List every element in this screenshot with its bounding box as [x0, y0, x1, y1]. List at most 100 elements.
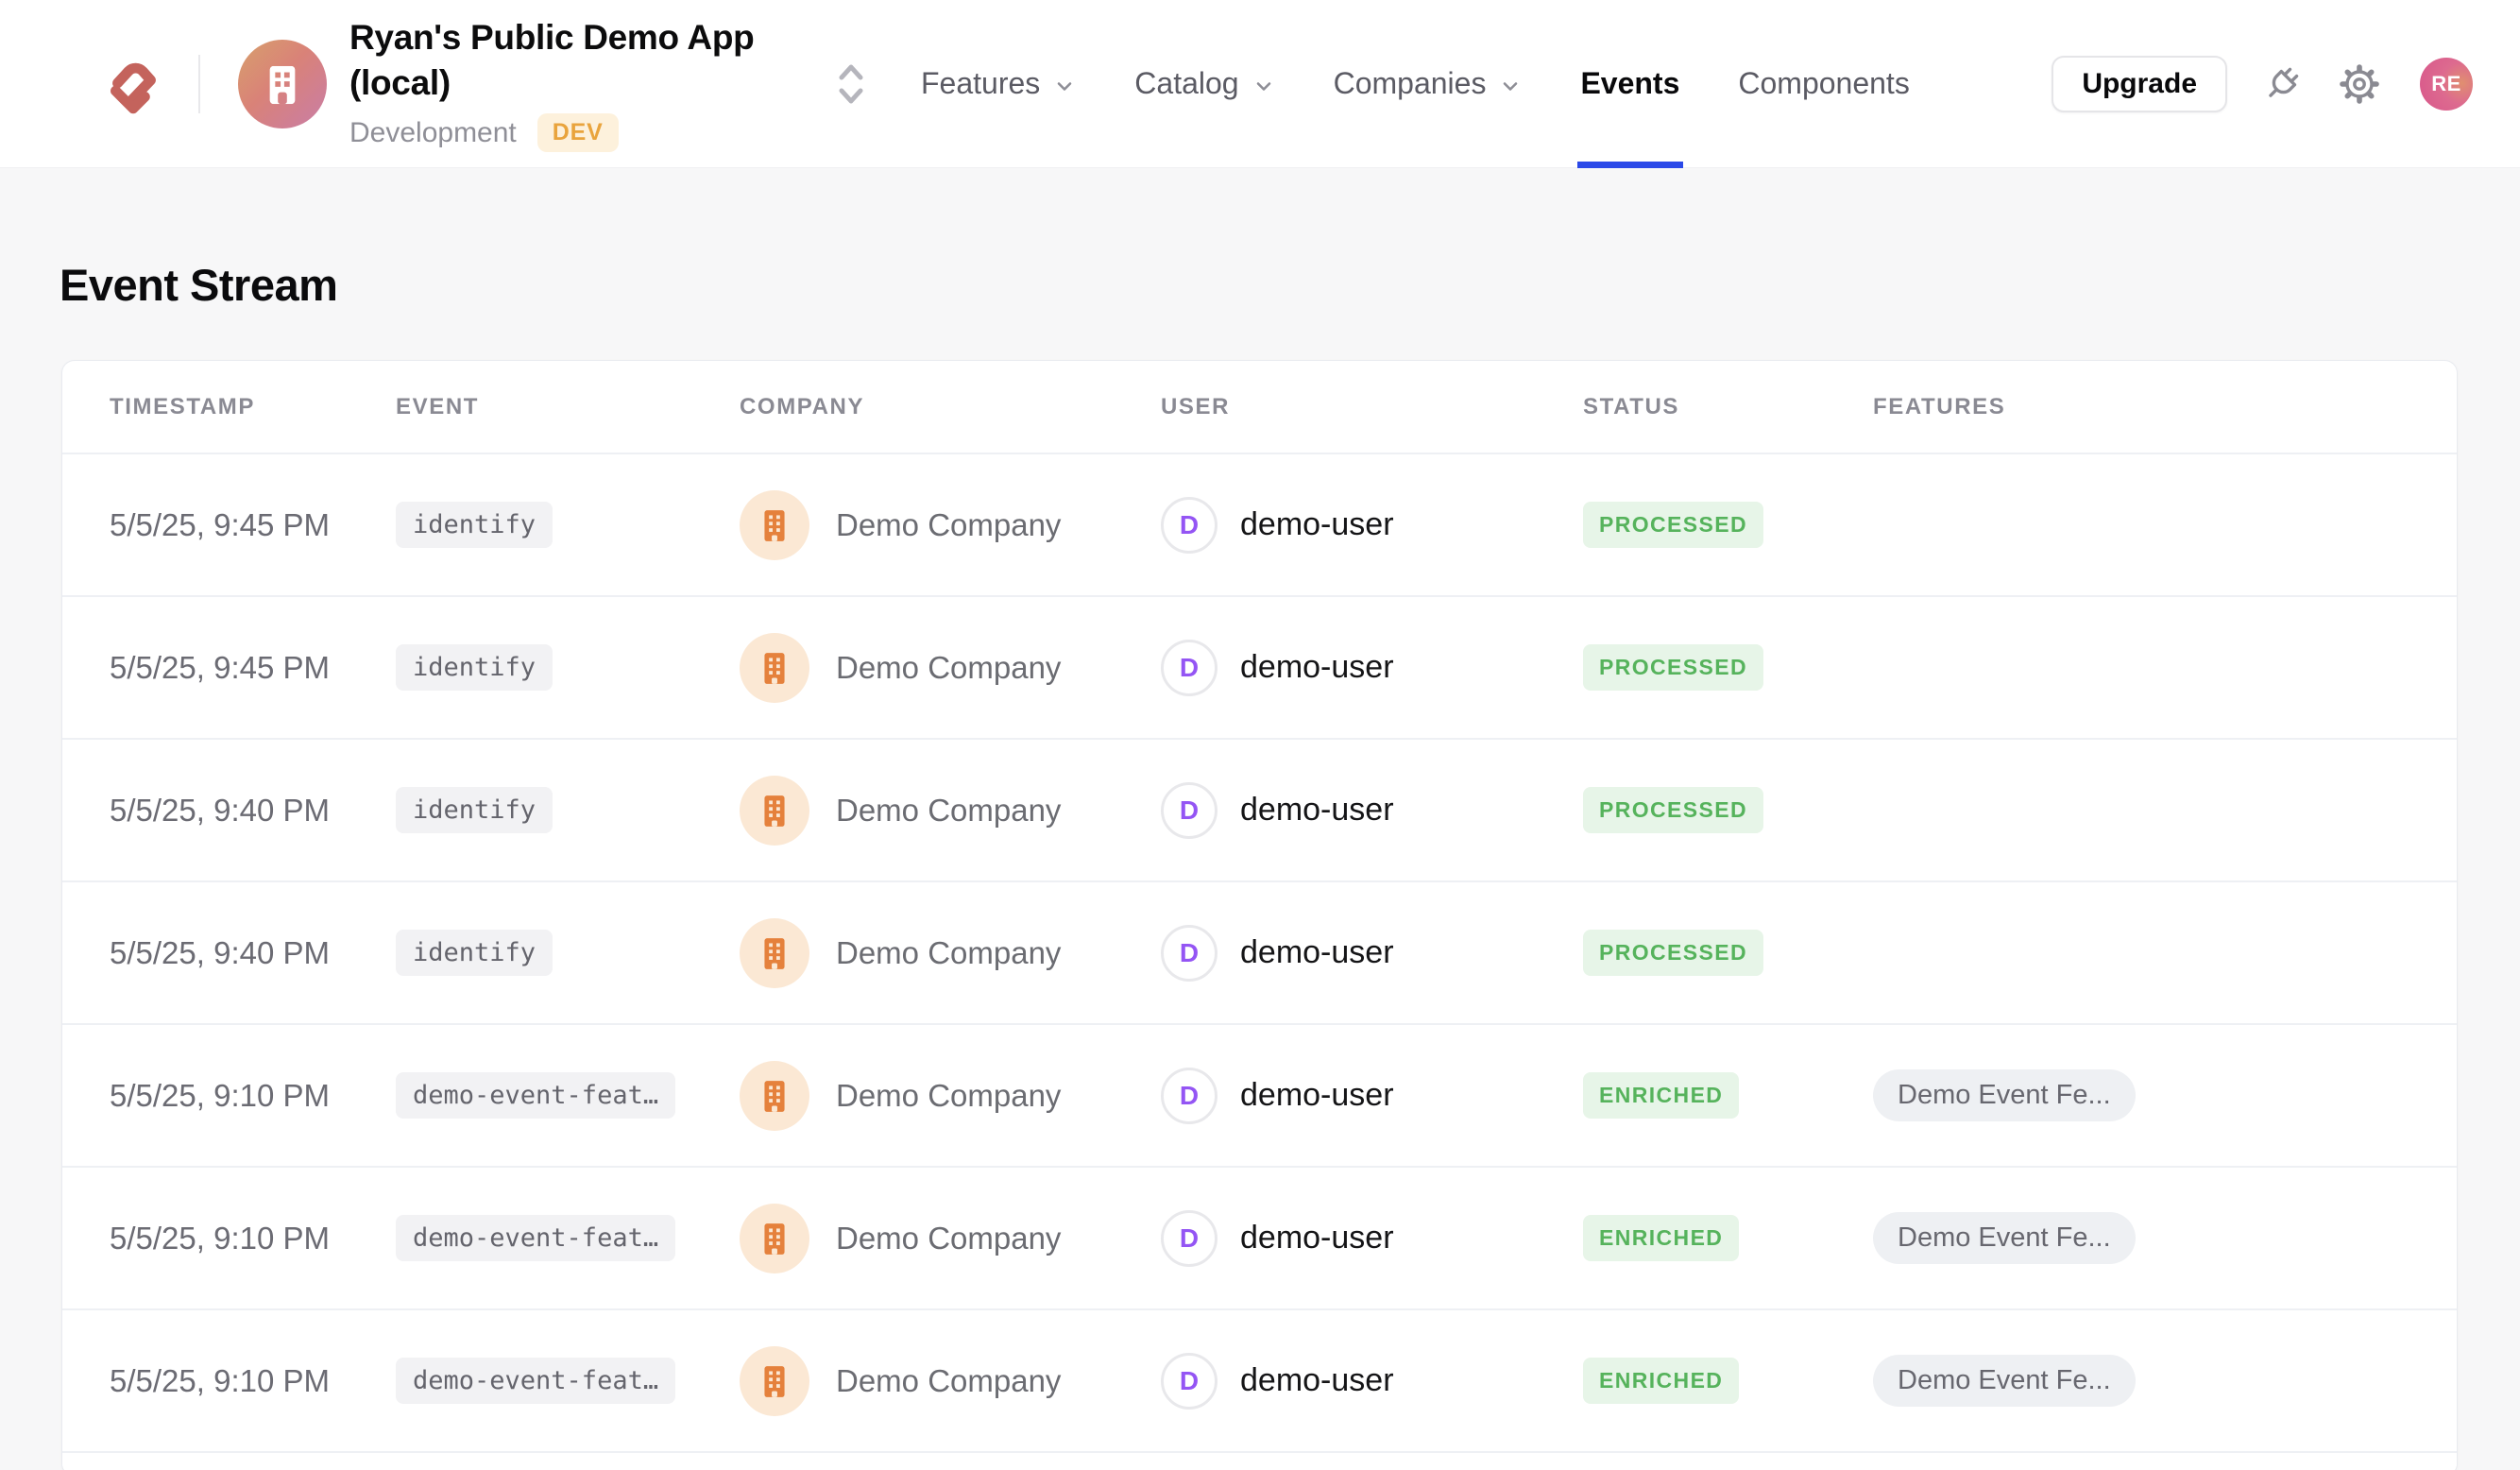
table-header-row: TIMESTAMP EVENT COMPANY USER STATUS FEAT… — [62, 361, 2457, 453]
company-building-icon — [740, 1060, 809, 1131]
event-timestamp: 5/5/25, 9:40 PM — [110, 934, 330, 970]
company-cell[interactable]: Demo Company — [740, 632, 1161, 703]
feature-badge[interactable]: Demo Event Fe... — [1873, 1355, 2136, 1407]
company-building-icon — [740, 489, 809, 560]
column-header-company: COMPANY — [740, 393, 865, 419]
user-avatar: D — [1161, 1209, 1217, 1267]
primary-nav: Features Catalog Companies Events Compon… — [921, 0, 1968, 168]
nav-item-features[interactable]: Features — [921, 0, 1076, 168]
app-avatar — [238, 39, 327, 128]
company-cell[interactable]: Demo Company — [740, 1203, 1161, 1273]
column-header-features: FEATURES — [1873, 393, 2006, 419]
table-row[interactable]: 5/5/25, 9:10 PM demo-event-feat… Demo Co… — [62, 1308, 2457, 1451]
nav-item-catalog[interactable]: Catalog — [1134, 0, 1274, 168]
company-cell[interactable]: Demo Company — [740, 917, 1161, 988]
user-avatar: D — [1161, 781, 1217, 839]
company-building-icon — [740, 775, 809, 846]
table-row[interactable]: 5/5/25, 9:10 PM demo-event-feat… Demo Co… — [62, 1023, 2457, 1166]
schematic-logo-icon[interactable] — [102, 53, 164, 115]
company-cell[interactable]: Demo Company — [740, 489, 1161, 560]
user-cell[interactable]: D demo-user — [1161, 1352, 1583, 1410]
column-header-event: EVENT — [396, 393, 480, 419]
app-switcher-icon[interactable] — [836, 59, 866, 110]
user-name: demo-user — [1240, 1220, 1394, 1256]
company-cell[interactable]: Demo Company — [740, 1345, 1161, 1416]
user-avatar-initial: D — [1179, 795, 1200, 825]
plug-icon[interactable] — [2259, 61, 2305, 107]
status-badge: ENRICHED — [1583, 1072, 1740, 1119]
user-cell[interactable]: D demo-user — [1161, 639, 1583, 696]
user-avatar-initial: D — [1179, 1080, 1200, 1110]
column-header-user: USER — [1161, 393, 1231, 419]
nav-item-components[interactable]: Components — [1738, 66, 1910, 100]
top-navigation-bar: Ryan's Public Demo App (local) Developme… — [0, 0, 2520, 168]
event-stream-table: TIMESTAMP EVENT COMPANY USER STATUS FEAT… — [61, 360, 2458, 1470]
header-divider — [198, 54, 200, 113]
status-badge: PROCESSED — [1583, 644, 1764, 691]
user-cell[interactable]: D demo-user — [1161, 1209, 1583, 1267]
header-actions: Upgrade — [2052, 55, 2473, 112]
user-avatar-initial: D — [1179, 652, 1200, 682]
chevron-down-icon — [1057, 81, 1072, 91]
user-avatar-initial: D — [1179, 1222, 1200, 1253]
table-row[interactable]: 5/5/25, 9:40 PM identify Demo Company D … — [62, 738, 2457, 880]
user-cell[interactable]: D demo-user — [1161, 496, 1583, 554]
event-timestamp: 5/5/25, 9:40 PM — [110, 792, 330, 828]
user-name: demo-user — [1240, 792, 1394, 828]
environment-badge: DEV — [536, 113, 619, 152]
event-name-badge: identify — [396, 502, 553, 548]
gear-icon[interactable] — [2337, 61, 2382, 107]
app-title: Ryan's Public Demo App (local) — [349, 18, 755, 102]
company-name: Demo Company — [836, 1220, 1062, 1256]
company-name: Demo Company — [836, 1077, 1062, 1113]
user-avatar: D — [1161, 1352, 1217, 1410]
event-name-badge: identify — [396, 930, 553, 976]
table-row[interactable]: 5/5/25, 9:45 PM identify Demo Company D … — [62, 453, 2457, 595]
user-cell[interactable]: D demo-user — [1161, 781, 1583, 839]
user-avatar-initial: D — [1179, 937, 1200, 967]
user-cell[interactable]: D demo-user — [1161, 1067, 1583, 1124]
user-avatar: D — [1161, 1067, 1217, 1124]
user-menu-avatar[interactable]: RE — [2420, 57, 2473, 111]
company-cell[interactable]: Demo Company — [740, 1060, 1161, 1131]
column-header-status: STATUS — [1583, 393, 1680, 419]
user-avatar: D — [1161, 639, 1217, 696]
page-title: Event Stream — [60, 260, 338, 310]
company-name: Demo Company — [836, 1362, 1062, 1398]
nav-item-companies[interactable]: Companies — [1334, 0, 1523, 168]
user-name: demo-user — [1240, 1077, 1394, 1113]
status-badge: ENRICHED — [1583, 1215, 1740, 1261]
feature-badge[interactable]: Demo Event Fe... — [1873, 1212, 2136, 1264]
event-timestamp: 5/5/25, 9:10 PM — [110, 1220, 330, 1256]
environment-label: Development — [349, 116, 517, 148]
company-name: Demo Company — [836, 934, 1062, 970]
event-timestamp: 5/5/25, 9:45 PM — [110, 649, 330, 685]
column-header-timestamp: TIMESTAMP — [110, 393, 255, 419]
status-badge: PROCESSED — [1583, 930, 1764, 976]
user-avatar-initial: D — [1179, 1365, 1200, 1395]
user-cell[interactable]: D demo-user — [1161, 924, 1583, 982]
company-building-icon — [740, 1203, 809, 1273]
event-name-badge: identify — [396, 644, 553, 691]
table-row[interactable]: 5/5/25, 9:45 PM identify Demo Company D … — [62, 595, 2457, 738]
main-content: Event Stream TIMESTAMP EVENT COMPANY USE… — [0, 168, 2520, 1470]
company-name: Demo Company — [836, 649, 1062, 685]
company-building-icon — [740, 632, 809, 703]
event-timestamp: 5/5/25, 9:10 PM — [110, 1077, 330, 1113]
table-row[interactable]: 5/5/25, 9:40 PM identify Demo Company D … — [62, 880, 2457, 1023]
chevron-down-icon — [1256, 81, 1270, 91]
nav-item-events[interactable]: Events — [1580, 0, 1679, 168]
user-avatar-initial: D — [1179, 509, 1200, 539]
upgrade-button[interactable]: Upgrade — [2052, 55, 2227, 112]
status-badge: PROCESSED — [1583, 502, 1764, 548]
company-cell[interactable]: Demo Company — [740, 775, 1161, 846]
table-row[interactable]: 5/5/25, 9:10 PM demo-event-feat… Demo Co… — [62, 1166, 2457, 1308]
user-avatar: D — [1161, 924, 1217, 982]
company-name: Demo Company — [836, 792, 1062, 828]
event-name-badge: demo-event-feat… — [396, 1215, 676, 1261]
feature-badge[interactable]: Demo Event Fe... — [1873, 1069, 2136, 1121]
event-name-badge: demo-event-feat… — [396, 1358, 676, 1404]
user-name: demo-user — [1240, 1362, 1394, 1398]
company-building-icon — [740, 1345, 809, 1416]
